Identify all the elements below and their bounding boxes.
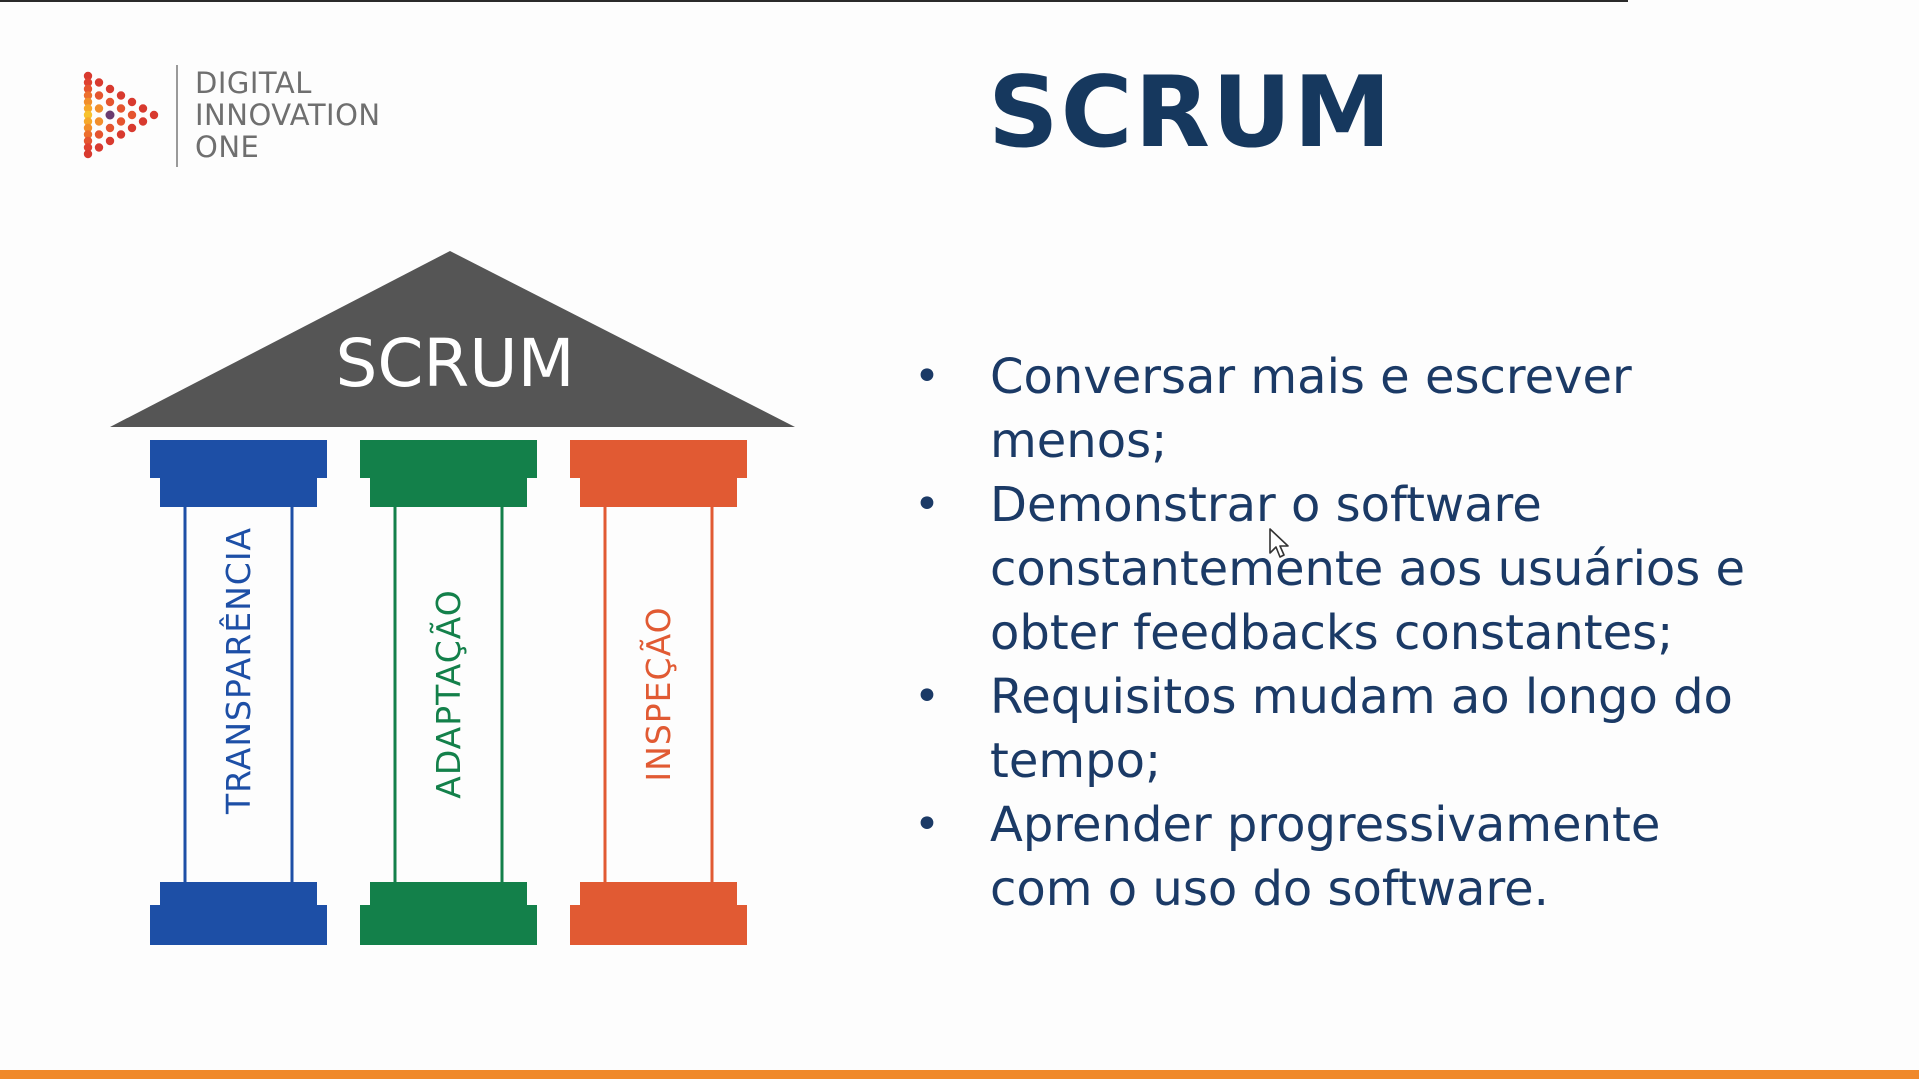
logo-dot (105, 123, 115, 133)
brand-logo: DIGITAL INNOVATION ONE (80, 65, 410, 175)
brand-name: DIGITAL INNOVATION ONE (195, 67, 381, 163)
bullet-text: Conversar mais e escrever menos; (990, 349, 1632, 469)
logo-dot (94, 117, 104, 126)
bullet-icon: • (914, 479, 940, 530)
bullet-text: Requisitos mudam ao longo do tempo; (990, 669, 1733, 789)
logo-dot (127, 110, 137, 120)
logo-dot (105, 84, 115, 94)
logo-dot (83, 117, 93, 126)
logo-dot (83, 110, 93, 120)
logo-dot (127, 123, 137, 133)
pillar-adaptacao (360, 440, 537, 945)
logo-dot (138, 104, 148, 113)
list-item: • Aprender progressivamente com o uso do… (912, 793, 1912, 921)
brand-line-1: DIGITAL (195, 66, 312, 100)
list-item: • Conversar mais e escrever menos; (912, 345, 1912, 473)
pillar-label-transparencia: TRANSPARÊNCIA (219, 526, 258, 814)
logo-center-dot (105, 110, 115, 120)
logo-dot (94, 143, 104, 152)
dotted-play-triangle-icon (83, 71, 159, 159)
logo-dot (116, 117, 126, 126)
list-item: • Demonstrar o software constantemente a… (912, 473, 1912, 665)
logo-dot (83, 78, 93, 87)
logo-dot (116, 91, 126, 100)
logo-dot (149, 110, 159, 120)
logo-dot (94, 78, 104, 87)
scrum-temple-diagram: SCRUM TRANSPARÊNCIA ADAPTAÇÃO INSPEÇÃO (105, 245, 805, 955)
logo-dot (83, 71, 93, 81)
logo-dot (116, 104, 126, 113)
logo-dot (83, 130, 93, 139)
logo-dot (138, 117, 148, 126)
pillar-label-adaptacao: ADAPTAÇÃO (429, 589, 468, 799)
brand-line-3: ONE (195, 130, 260, 164)
top-rule (0, 0, 1628, 2)
logo-dot (83, 97, 93, 107)
bullet-list: • Conversar mais e escrever menos; • Dem… (912, 345, 1912, 921)
logo-dot (83, 143, 93, 152)
brand-line-2: INNOVATION (195, 98, 381, 132)
pillar-transparencia (150, 440, 327, 945)
mouse-pointer-icon (1269, 528, 1289, 558)
logo-dot (94, 130, 104, 139)
pillar-label-inspecao: INSPEÇÃO (639, 606, 678, 782)
bullet-icon: • (914, 799, 940, 850)
logo-dot (83, 84, 93, 94)
list-item: • Requisitos mudam ao longo do tempo; (912, 665, 1912, 793)
roof-label: SCRUM (335, 325, 575, 402)
logo-dot (83, 149, 93, 159)
logo-dot (83, 123, 93, 133)
logo-dot (105, 136, 115, 146)
bullet-text: Aprender progressivamente com o uso do s… (990, 797, 1661, 917)
bullet-icon: • (914, 351, 940, 402)
logo-dot (127, 97, 137, 107)
logo-dot (105, 97, 115, 107)
logo-dot (83, 91, 93, 100)
logo-dot (94, 104, 104, 113)
logo-dot (83, 136, 93, 146)
bullet-icon: • (914, 671, 940, 722)
slide-title: SCRUM (988, 56, 1394, 170)
accent-bar (0, 1070, 1919, 1079)
logo-divider (176, 65, 178, 167)
temple-graphic (110, 251, 795, 945)
logo-dot (83, 104, 93, 113)
temple-roof (110, 251, 795, 427)
bullet-text: Demonstrar o software constantemente aos… (990, 477, 1746, 661)
pillar-inspecao (570, 440, 747, 945)
logo-dot (94, 91, 104, 100)
logo-dot (116, 130, 126, 139)
